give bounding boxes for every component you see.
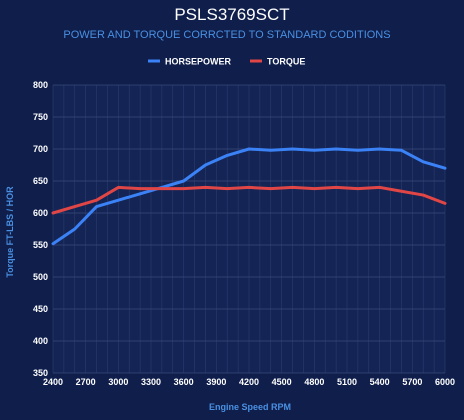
x-tick-label: 3300 — [141, 377, 161, 387]
y-tick-label: 550 — [33, 240, 48, 250]
grid — [52, 84, 446, 374]
y-tick-label: 500 — [33, 272, 48, 282]
x-tick-label: 5100 — [337, 377, 357, 387]
x-axis-label: Engine Speed RPM — [209, 402, 291, 412]
y-tick-label: 450 — [33, 304, 48, 314]
chart-title: PSLS3769SCT — [174, 5, 289, 24]
y-tick-label: 750 — [33, 112, 48, 122]
x-tick-label: 6000 — [435, 377, 455, 387]
x-tick-label: 5400 — [370, 377, 390, 387]
x-tick-label: 3000 — [108, 377, 128, 387]
y-tick-label: 800 — [33, 80, 48, 90]
x-tick-label: 4200 — [239, 377, 259, 387]
y-tick-label: 600 — [33, 208, 48, 218]
legend: HORSEPOWER TORQUE — [148, 57, 305, 67]
x-tick-label: 2700 — [76, 377, 96, 387]
y-tick-label: 400 — [33, 336, 48, 346]
series-group — [51, 147, 447, 246]
legend-label-torque: TORQUE — [267, 57, 305, 67]
y-tick-label: 350 — [33, 368, 48, 378]
x-tick-label: 2400 — [43, 377, 63, 387]
x-tick-label: 5700 — [402, 377, 422, 387]
y-tick-label: 700 — [33, 144, 48, 154]
x-tick-label: 3900 — [206, 377, 226, 387]
x-tick-label: 4500 — [272, 377, 292, 387]
x-tick-label: 3600 — [174, 377, 194, 387]
series-line-torque — [51, 185, 447, 215]
series-line-horsepower — [51, 147, 447, 246]
legend-label-horsepower: HORSEPOWER — [165, 57, 232, 67]
ticks: 350 400 450 500 550 600 650 700 750 800 2400 2700 30… — [33, 80, 455, 387]
y-axis-label: Torque FT-LBS / HOR — [5, 186, 15, 278]
y-tick-label: 650 — [33, 176, 48, 186]
x-tick-label: 4800 — [304, 377, 324, 387]
chart-subtitle: POWER AND TORQUE CORRCTED TO STANDARD CO… — [63, 29, 390, 41]
